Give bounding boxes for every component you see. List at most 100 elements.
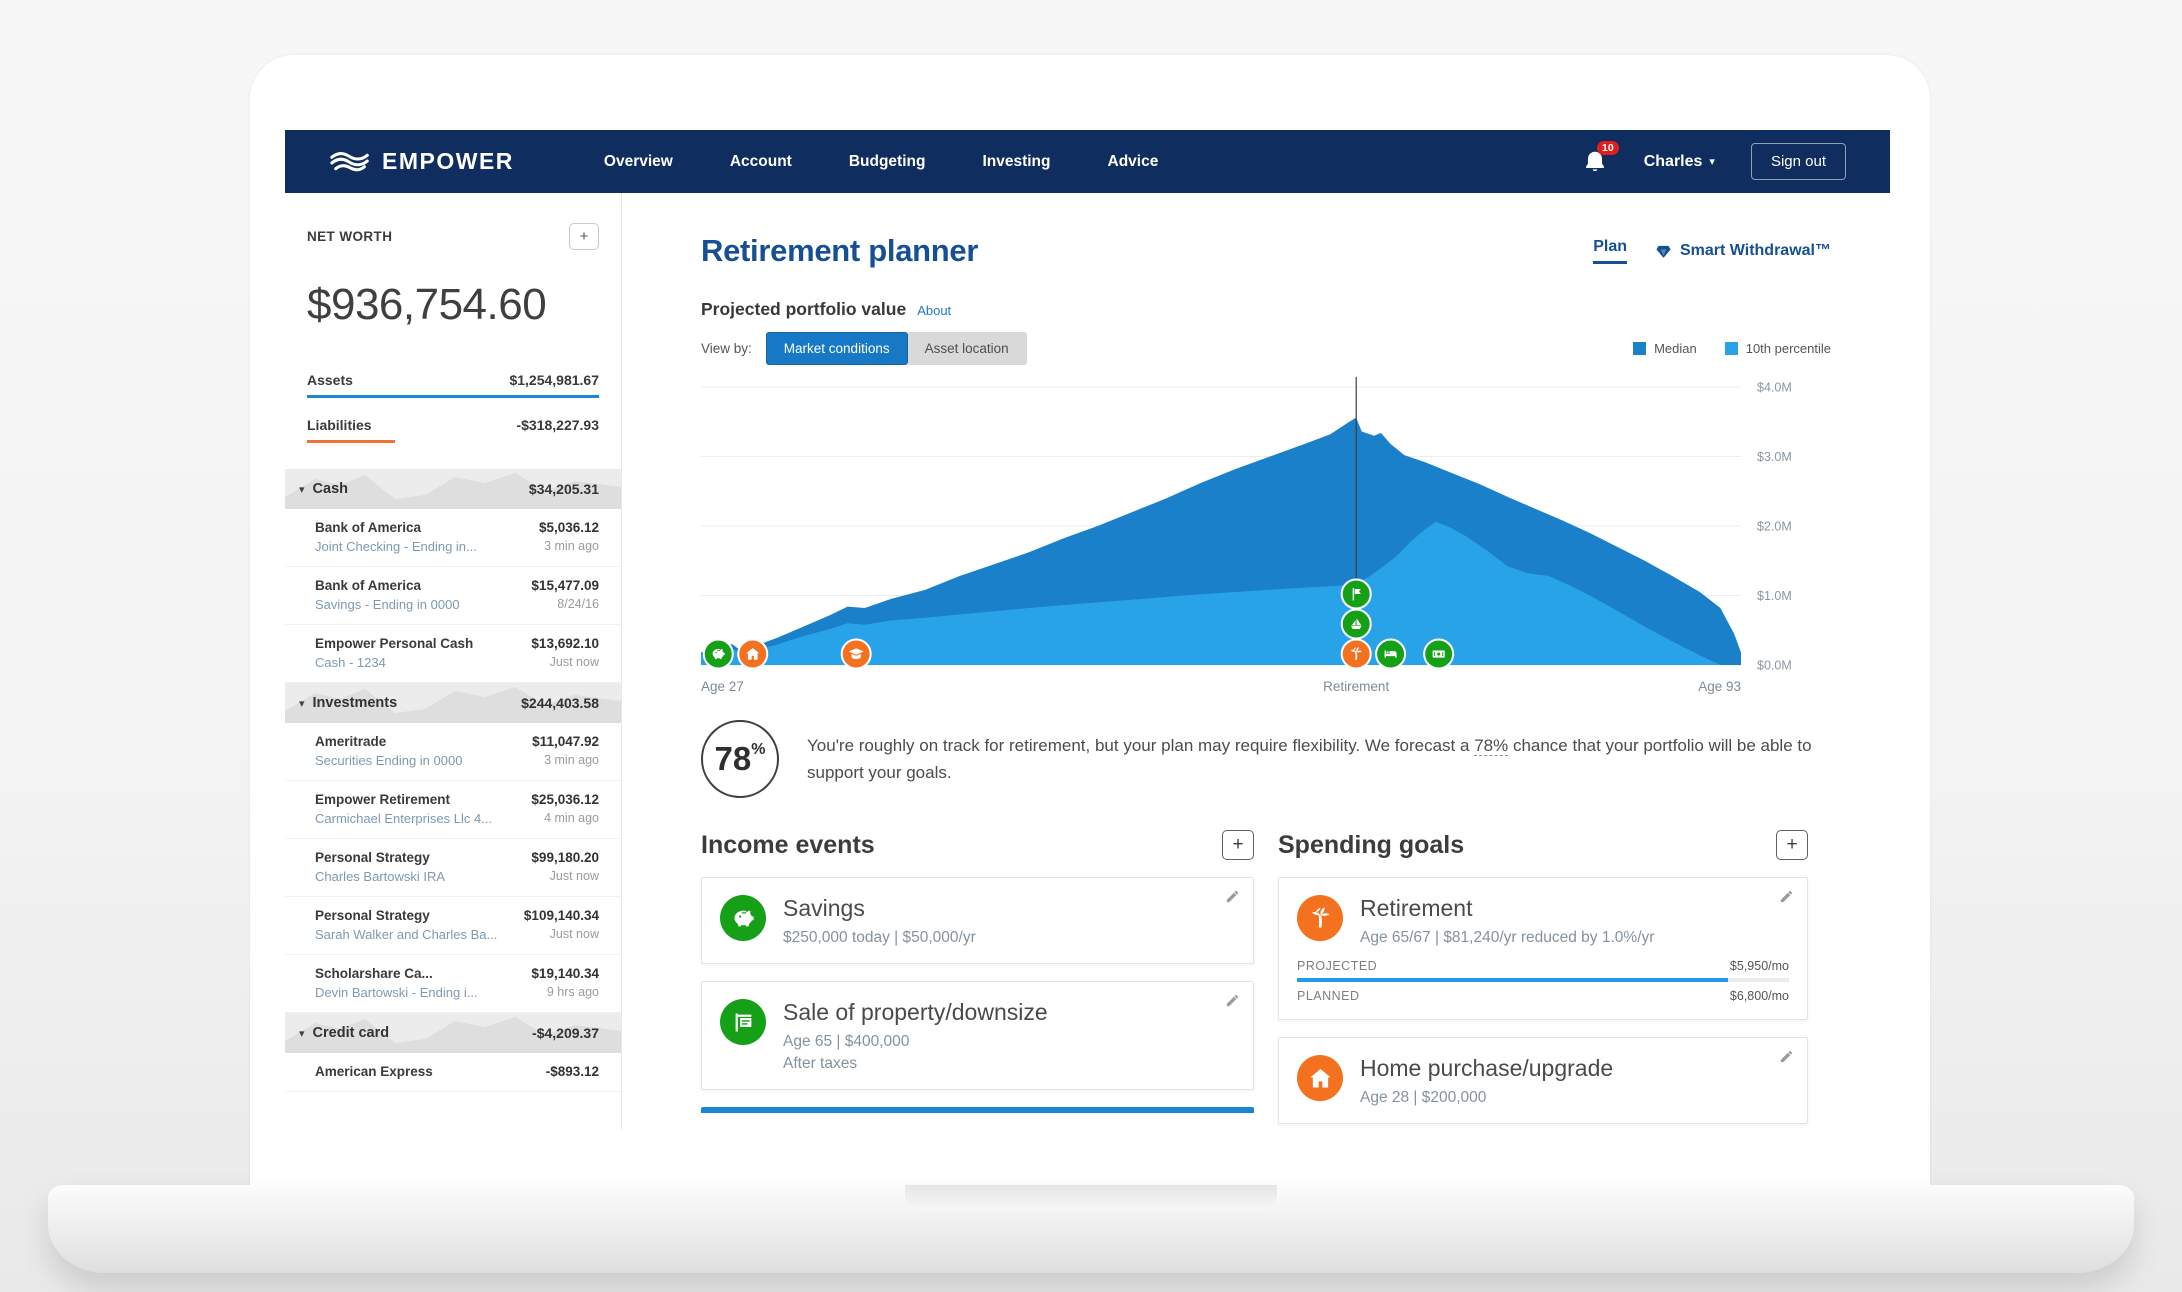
legend-swatch <box>1633 342 1647 355</box>
view-option-market-conditions[interactable]: Market conditions <box>765 332 908 365</box>
account-value: $109,140.34 <box>523 908 599 923</box>
x-label-end: Age 93 <box>1698 679 1741 694</box>
account-row[interactable]: Bank of America Joint Checking - Ending i… <box>285 509 621 567</box>
account-row[interactable]: Empower Retirement Carmichael Enterprises… <box>285 781 621 839</box>
event-marker-piggy-bank-icon[interactable] <box>702 638 734 670</box>
nav-item-overview[interactable]: Overview <box>603 152 673 170</box>
account-name: Personal Strategy <box>315 850 430 865</box>
account-value: -$893.12 <box>545 1064 599 1079</box>
y-tick-label: $3.0M <box>1757 450 1792 464</box>
about-link[interactable]: About <box>917 303 952 318</box>
edit-pencil-icon[interactable] <box>1779 1049 1794 1064</box>
nav-links: Overview Account Budgeting Investing Advice <box>604 153 1158 171</box>
sale-sign-icon <box>720 999 766 1045</box>
card-note: After taxes <box>783 1055 858 1072</box>
spending-goals-column: Spending goals + Retirement Age 65/67 | $… <box>1278 830 1808 1130</box>
add-income-event-button[interactable]: + <box>1222 830 1254 860</box>
nav-item-budgeting[interactable]: Budgeting <box>848 152 926 170</box>
brand-name: EMPOWER <box>382 148 514 174</box>
account-row[interactable]: American Express -$893.12 <box>285 1053 621 1092</box>
empower-waves-icon <box>329 149 373 175</box>
account-row[interactable]: Personal Strategy Charles Bartowski IRA $9… <box>285 839 621 897</box>
account-detail: Joint Checking - Ending in... <box>315 539 477 554</box>
notifications-bell-icon[interactable]: 10 <box>1582 140 1619 175</box>
event-marker-house-icon[interactable] <box>737 638 769 670</box>
palm-tree-icon <box>1297 895 1343 941</box>
edit-pencil-icon[interactable] <box>1225 889 1240 904</box>
summary-text-before: You're roughly on track for retirement, … <box>807 735 1475 755</box>
projected-value: $5,950/mo <box>1729 959 1789 973</box>
account-detail: Carmichael Enterprises Llc 4... <box>315 811 493 826</box>
account-name: Personal Strategy <box>315 908 430 923</box>
card-savings: Savings $250,000 today | $50,000/yr <box>701 877 1254 964</box>
smart-withdrawal-label: Smart Withdrawal™ <box>1680 242 1831 259</box>
assets-underline <box>307 395 599 398</box>
account-name: Ameritrade <box>315 734 387 749</box>
tab-plan[interactable]: Plan <box>1593 238 1627 264</box>
edit-pencil-icon[interactable] <box>1779 889 1794 904</box>
section-header-investments[interactable]: ▾ Investments $244,403.58 <box>285 683 621 723</box>
account-detail: Savings - Ending in 0000 <box>315 597 460 612</box>
view-by-label: View by: <box>701 341 752 356</box>
add-spending-goal-button[interactable]: + <box>1776 830 1808 860</box>
event-marker-graduation-cap-icon[interactable] <box>840 638 872 670</box>
caret-down-icon: ▾ <box>299 483 305 496</box>
caret-down-icon: ▾ <box>299 697 305 710</box>
empower-logo[interactable]: EMPOWER <box>329 148 514 175</box>
nav-item-investing[interactable]: Investing <box>982 152 1051 170</box>
legend-label: 10th percentile <box>1745 341 1831 356</box>
nav-right: 10 Charles ▾ Sign out <box>1582 140 1846 180</box>
account-detail: Sarah Walker and Charles Ba... <box>315 927 498 942</box>
page-title: Retirement planner <box>701 233 979 268</box>
account-detail: Charles Bartowski IRA <box>315 869 446 884</box>
section-value: $244,403.58 <box>521 695 599 711</box>
edit-pencil-icon[interactable] <box>1225 993 1240 1008</box>
nav-item-account[interactable]: Account <box>729 152 792 170</box>
account-name: Bank of America <box>315 520 422 535</box>
y-tick-label: $4.0M <box>1757 381 1792 395</box>
view-option-asset-location[interactable]: Asset location <box>907 332 1027 365</box>
section-header-credit-card[interactable]: ▾ Credit card -$4,209.37 <box>285 1013 621 1053</box>
liabilities-underline <box>307 440 395 443</box>
section-header-cash[interactable]: ▾ Cash $34,205.31 <box>285 469 621 509</box>
event-marker-bed-icon[interactable] <box>1375 638 1407 670</box>
score-percent-sign: % <box>751 741 766 758</box>
net-worth-value: $936,754.60 <box>307 280 547 329</box>
account-name: Bank of America <box>315 578 422 593</box>
account-sections: ▾ Cash $34,205.31 Bank of America Joint Chec… <box>285 469 621 1092</box>
tab-smart-withdrawal[interactable]: Smart Withdrawal™ <box>1655 242 1831 260</box>
account-updated: Just now <box>549 655 599 669</box>
chart-legend: Median 10th percentile <box>1633 341 1831 356</box>
account-row[interactable]: Empower Personal Cash Cash - 1234 $13,692.… <box>285 625 621 683</box>
sign-out-button[interactable]: Sign out <box>1750 143 1846 180</box>
event-marker-flag-icon[interactable] <box>1340 578 1372 610</box>
account-row[interactable]: Bank of America Savings - Ending in 0000 $… <box>285 567 621 625</box>
nav-item-advice[interactable]: Advice <box>1107 152 1159 170</box>
card-home-purchase-upgrade: Home purchase/upgrade Age 28 | $200,000 <box>1278 1037 1808 1124</box>
summary-chance-percent[interactable]: 78% <box>1474 735 1509 756</box>
card-sale-of-property-downsize: Sale of property/downsize Age 65 | $400,0… <box>701 981 1254 1090</box>
event-marker-banknote-icon[interactable] <box>1423 638 1455 670</box>
user-menu[interactable]: Charles ▾ <box>1644 153 1715 171</box>
x-label-retirement: Retirement <box>1323 679 1389 694</box>
income-events-title: Income events <box>701 830 875 859</box>
card-title: Retirement <box>1360 895 1473 921</box>
legend-label: Median <box>1654 341 1697 356</box>
event-marker-palm-tree-icon[interactable] <box>1340 638 1372 670</box>
liabilities-value: -$318,227.93 <box>516 417 599 433</box>
planned-value: $6,800/mo <box>1729 989 1789 1003</box>
account-row[interactable]: Ameritrade Securities Ending in 0000 $11,0… <box>285 723 621 781</box>
spending-goals-title: Spending goals <box>1278 830 1465 859</box>
card-subtitle: Age 65 | $400,000 <box>783 1033 910 1050</box>
confidence-score-circle: 78% <box>701 720 779 798</box>
account-row[interactable]: Scholarshare Ca... Devin Bartowski - Endi… <box>285 955 621 1013</box>
assets-row[interactable]: Assets $1,254,981.67 <box>307 372 599 388</box>
event-marker-boat-icon[interactable] <box>1340 608 1372 640</box>
add-account-button[interactable]: + <box>569 223 599 250</box>
account-updated: 3 min ago <box>544 753 599 767</box>
income-events-column: Income events + Savings $250,000 today | … <box>701 830 1254 1130</box>
section-value: -$4,209.37 <box>532 1025 599 1041</box>
liabilities-row[interactable]: Liabilities -$318,227.93 <box>307 417 599 433</box>
caret-down-icon: ▾ <box>299 1027 305 1040</box>
account-row[interactable]: Personal Strategy Sarah Walker and Charle… <box>285 897 621 955</box>
